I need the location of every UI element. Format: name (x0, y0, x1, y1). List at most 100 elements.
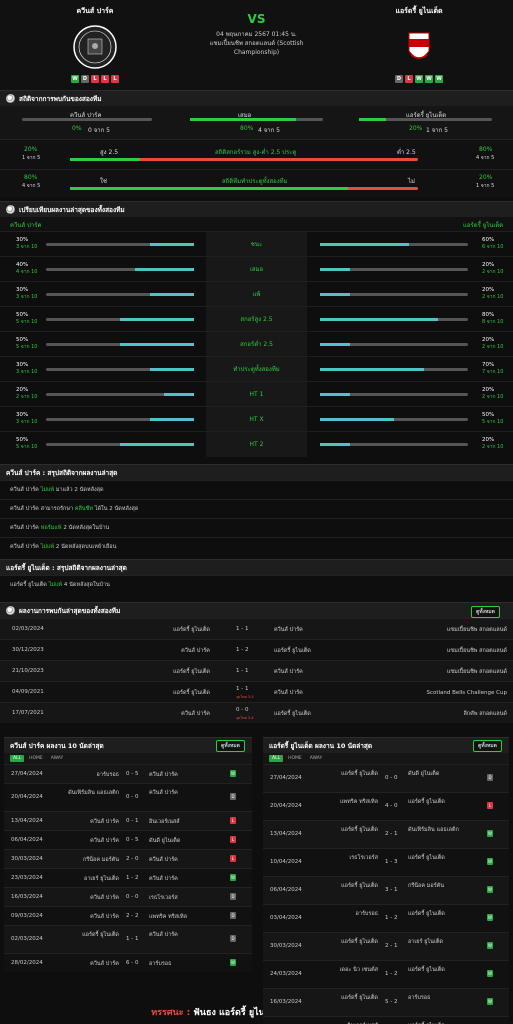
btts-left-sub: 4 จาก 5 (22, 183, 41, 189)
section-title: ผลงานการพบกันล่าสุดของทั้งสองทีม (19, 606, 121, 615)
h2h-view-all-button[interactable]: ดูทั้งหมด (471, 606, 500, 618)
wdl-home-label: ควีนส์ ปาร์ค (70, 112, 102, 119)
league-name: แชมเปี้ยนชิพ สกอตแลนด์ (Scottish Champio… (209, 40, 304, 56)
h2h-league: Scotland Bells Challenge Cup (426, 690, 507, 696)
result-date: 06/04/2024 (270, 887, 302, 893)
compare-left-bar (46, 343, 194, 346)
compare-left-sub: 3 จาก 10 (16, 294, 38, 300)
compare-left-pct: 30% (16, 237, 29, 243)
result-badge: D (230, 935, 236, 942)
home-last-view-all-button[interactable]: ดูทั้งหมด (216, 740, 245, 752)
h2h-home: แอร์ดรี้ ยูไนเต็ด (173, 690, 210, 696)
compare-left-bar (46, 418, 194, 421)
result-row[interactable]: 24/03/2024 เดอะ นิว เซนต์ส 1 - 2 แอร์ดรี้ ย… (263, 960, 509, 988)
result-row[interactable]: 27/04/2024 แอร์ดรี้ ยูไนเต็ด 0 - 0 ดันดี ยู… (263, 764, 509, 792)
h2h-row[interactable]: 17/07/2021 ควีนส์ ปาร์ค 0 - 0 จุดโทษ 3-4 แอร… (0, 702, 513, 723)
h2h-away: แอร์ดรี้ ยูไนเต็ด (274, 648, 311, 654)
h2h-row[interactable]: 30/12/2023 ควีนส์ ปาร์ค 1 - 2 แอร์ดรี้ ยูไน… (0, 639, 513, 660)
result-home: แอร์ดรี้ ยูไนเต็ด (341, 939, 378, 945)
result-home: แอร์ดรี้ ยูไนเต็ด (341, 883, 378, 889)
compare-left-value: 30% 3 จาก 10 (16, 237, 38, 251)
ou-right-sub: 4 จาก 5 (476, 155, 495, 161)
h2h-date: 21/10/2023 (12, 668, 44, 674)
compare-row: 30% 3 จาก 10 แพ้ 20% 2 จาก 10 (0, 281, 513, 307)
result-home: แอร์ดรี้ ยูไนเต็ด (341, 771, 378, 777)
compare-right-bar (320, 443, 468, 446)
result-row[interactable]: 13/04/2024 แอร์ดรี้ ยูไนเต็ด 2 - 1 ดันเฟิร์… (263, 820, 509, 848)
result-row[interactable]: 20/04/2024 แพทริค ทริสเทิล 4 - 0 แอร์ดรี้ ย… (263, 792, 509, 820)
compare-left-bar (46, 368, 194, 371)
h2h-note: จุดโทษ 3-4 (236, 716, 254, 720)
summary-team: ควีนส์ ปาร์ค (10, 487, 39, 493)
result-home: อาเยร์ ยูไนเต็ด (84, 876, 119, 882)
result-date: 16/03/2024 (11, 894, 43, 900)
result-score: 0 - 5 (126, 837, 139, 843)
compare-right-pct: 20% (482, 387, 495, 393)
compare-right-value: 70% 7 จาก 10 (482, 362, 504, 376)
btts-right-pct: 20% (479, 174, 493, 181)
compare-left-bar (46, 243, 194, 246)
result-row[interactable]: 09/03/2024 ควีนส์ ปาร์ค 2 - 2 แพทริค ทริสเท… (4, 906, 252, 925)
compare-row: 20% 2 จาก 10 HT 1 20% 2 จาก 10 (0, 381, 513, 407)
compare-row: 30% 3 จาก 10 ชนะ 60% 6 จาก 10 (0, 231, 513, 257)
away-last-view-all-button[interactable]: ดูทั้งหมด (473, 740, 502, 752)
compare-right-value: 60% 6 จาก 10 (482, 237, 504, 251)
wdl-home-bar (22, 118, 152, 121)
result-home: กรีน็อค มอร์ตัน (83, 857, 119, 863)
btts-right-label: ไม่ (408, 178, 415, 185)
result-row[interactable]: 02/03/2024 แอร์ดรี้ ยูไนเต็ด 1 - 1 ควีนส์ ป… (4, 925, 252, 953)
h2h-away: ควีนส์ ปาร์ค (274, 669, 303, 675)
compare-left-fill (149, 243, 194, 246)
result-row[interactable]: 03/04/2024 อาร์บรอธ 1 - 2 แอร์ดรี้ ยูไนเต็ด… (263, 904, 509, 932)
compare-right-pct: 50% (482, 412, 495, 418)
result-score: 0 - 0 (126, 794, 139, 800)
form-badge: L (101, 75, 109, 83)
tab-all[interactable]: ALL (10, 755, 25, 762)
result-row[interactable]: 16/03/2024 ควีนส์ ปาร์ค 0 - 0 เรธโรเวอร์ส D (4, 887, 252, 906)
h2h-row[interactable]: 04/09/2021 แอร์ดรี้ ยูไนเต็ด 1 - 1 จุดโทษ 3… (0, 681, 513, 702)
result-row[interactable]: 20/04/2024 ดันเฟิร์มลิน แอธเลติก 0 - 0 ควีน… (4, 783, 252, 811)
ou-right-pct: 80% (479, 146, 493, 153)
compare-right-sub: 2 จาก 10 (482, 294, 504, 300)
wdl-draw-pct: 80% (240, 125, 254, 132)
result-row[interactable]: 27/04/2024 อาร์บรอธ 0 - 5 ควีนส์ ปาร์ค W (4, 764, 252, 783)
summary-highlight: คลีนชีท (73, 506, 95, 512)
result-row[interactable]: 28/02/2024 ควีนส์ ปาร์ค 6 - 0 อาร์บรอธ W (4, 953, 252, 972)
result-home: แอร์ดรี้ ยูไนเต็ด (341, 827, 378, 833)
result-away: อาเยร์ ยูไนเต็ด (408, 939, 443, 945)
result-row[interactable]: 10/04/2024 เรธโรเวอร์ส 1 - 3 แอร์ดรี้ ยูไนเ… (263, 848, 509, 876)
result-badge: L (230, 855, 236, 862)
h2h-score: 1 - 1 (236, 626, 249, 632)
result-away: อาร์บรอธ (149, 961, 172, 967)
result-row[interactable]: 06/04/2024 แอร์ดรี้ ยูไนเต็ด 3 - 1 กรีน็อค … (263, 876, 509, 904)
result-row[interactable]: 06/04/2024 ควีนส์ ปาร์ค 0 - 5 ดันดี ยูไนเต็… (4, 830, 252, 849)
compare-label: HT 1 (206, 382, 307, 407)
h2h-row[interactable]: 21/10/2023 แอร์ดรี้ ยูไนเต็ด 1 - 1 ควีนส์ ป… (0, 660, 513, 681)
result-row[interactable]: 30/03/2024 แอร์ดรี้ ยูไนเต็ด 2 - 1 อาเยร์ ย… (263, 932, 509, 960)
compare-left-value: 30% 3 จาก 10 (16, 287, 38, 301)
away-team-name: แอร์ดรี้ ยูไนเต็ด (395, 7, 443, 15)
form-badge: L (91, 75, 99, 83)
compare-label: สกอร์ต่ำ 2.5 (206, 332, 307, 357)
form-badge: W (71, 75, 79, 83)
result-badge: W (487, 858, 493, 865)
tab-all[interactable]: ALL (269, 755, 284, 762)
football-icon (6, 205, 15, 214)
compare-left-fill (120, 443, 194, 446)
tab-home[interactable]: HOME (29, 756, 43, 761)
compare-list: 30% 3 จาก 10 ชนะ 60% 6 จาก 10 40% 4 จาก 10 เสมอ… (0, 231, 513, 457)
tab-home[interactable]: HOME (288, 756, 302, 761)
tab-away[interactable]: AWAY (50, 756, 64, 761)
tab-away[interactable]: AWAY (309, 756, 323, 761)
result-row[interactable]: 30/03/2024 กรีน็อค มอร์ตัน 2 - 0 ควีนส์ ปาร… (4, 849, 252, 868)
compare-right-pct: 20% (482, 337, 495, 343)
summary-highlight: ไม่แพ้ (38, 544, 56, 550)
h2h-row[interactable]: 02/03/2024 แอร์ดรี้ ยูไนเต็ด 1 - 1 ควีนส์ ป… (0, 618, 513, 639)
result-row[interactable]: 16/03/2024 แอร์ดรี้ ยูไนเต็ด 5 - 2 อาร์บรอธ… (263, 988, 509, 1016)
result-row[interactable]: 13/04/2024 ควีนส์ ปาร์ค 0 - 1 อินเวอร์เนสส์… (4, 811, 252, 830)
result-row[interactable]: 23/03/2024 อาเยร์ ยูไนเต็ด 1 - 2 ควีนส์ ปาร… (4, 868, 252, 887)
compare-right-bar (320, 318, 468, 321)
